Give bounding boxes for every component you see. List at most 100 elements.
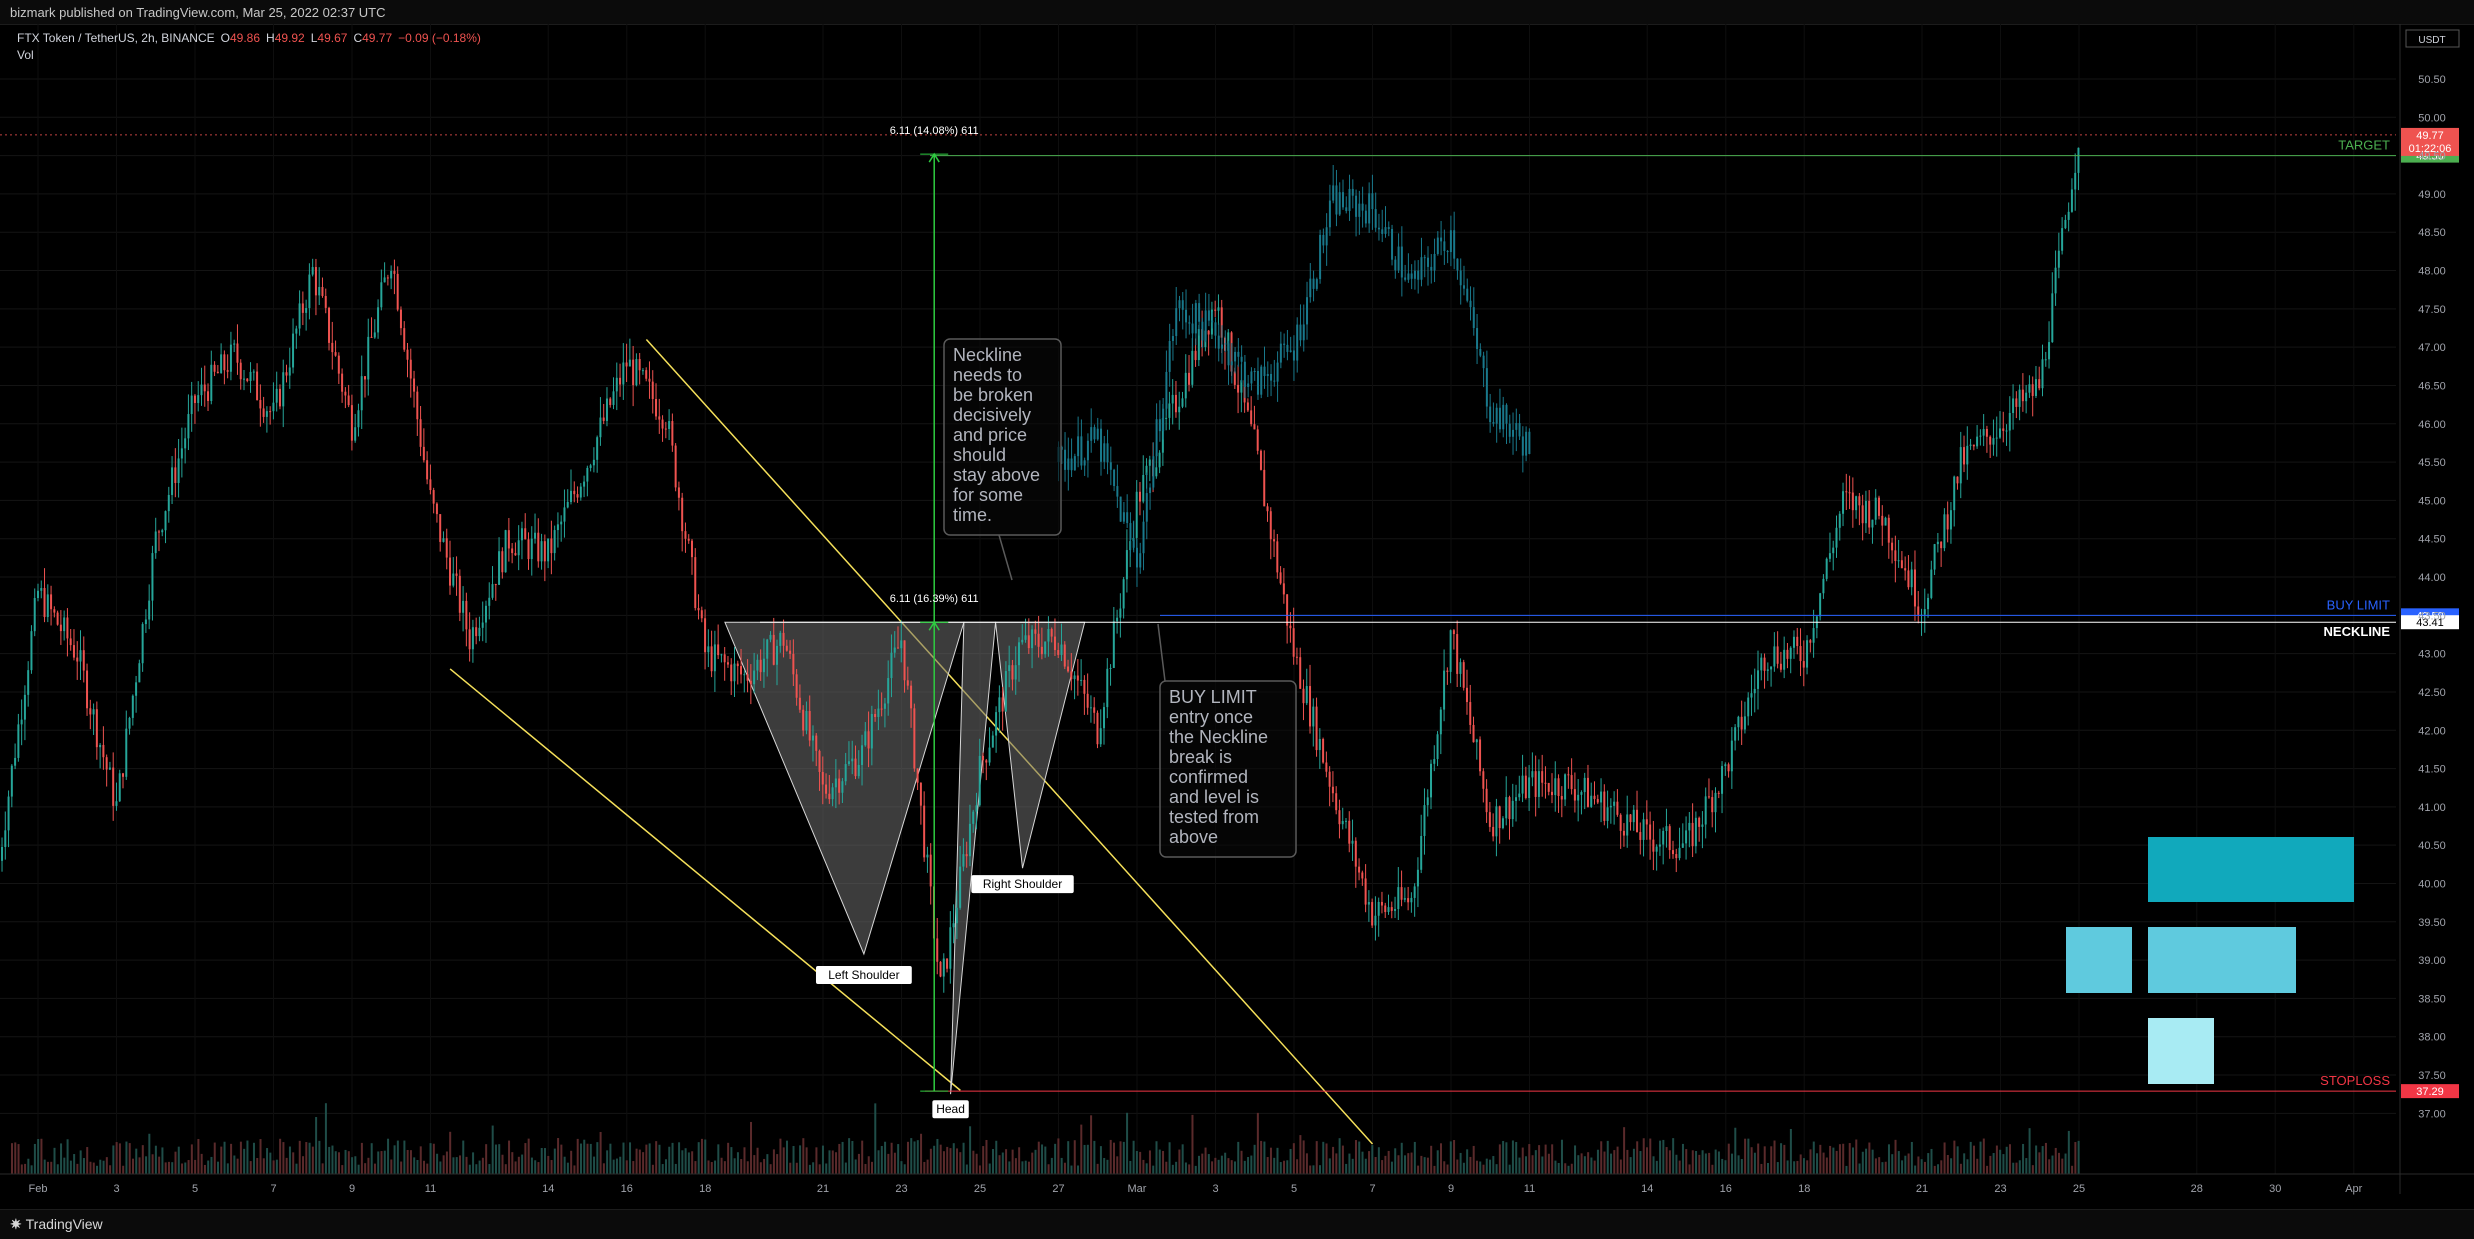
volume-bar <box>831 1150 834 1174</box>
highlight-candle-body <box>1325 227 1328 246</box>
volume-bar <box>1701 1150 1704 1174</box>
candle-body <box>422 446 425 461</box>
candle-body <box>628 359 631 367</box>
candle-body <box>1590 795 1593 807</box>
candle-body <box>1753 688 1756 694</box>
volume-bar <box>145 1156 148 1174</box>
volume-bar <box>1018 1147 1021 1174</box>
price-axis[interactable]: 50.5050.0049.5049.0048.5048.0047.5047.00… <box>2399 24 2460 1194</box>
price-chart[interactable]: Left Shoulder Head Right Shoulder TARGET 49… <box>0 24 2474 1209</box>
candle-body <box>713 644 716 672</box>
highlight-candle-body <box>1286 344 1289 352</box>
candle-body <box>661 419 664 429</box>
volume-bar <box>746 1161 749 1174</box>
candle-body <box>1511 800 1514 820</box>
candle-body <box>1685 830 1688 844</box>
volume-bar <box>1368 1151 1371 1174</box>
volume-bar <box>861 1140 864 1174</box>
candle-body <box>432 490 435 504</box>
volume-bar <box>1662 1139 1665 1174</box>
volume-bar <box>478 1160 481 1174</box>
volume-bar <box>1171 1164 1174 1174</box>
candle-body <box>802 709 805 731</box>
candle-body <box>720 654 723 656</box>
volume-bar <box>1508 1164 1511 1174</box>
volume-bar <box>1256 1112 1259 1174</box>
highlight-candle-body <box>1502 404 1505 430</box>
volume-bar <box>1155 1141 1158 1174</box>
volume-bar <box>596 1142 599 1174</box>
time-axis[interactable]: Feb 3 5 7 9 11 14 16 18 21 23 25 27 Mar 3 5 7 9 11 14 16 18 21… <box>0 1173 2474 1195</box>
highlight-candle-body <box>1080 436 1083 466</box>
candle-body <box>700 610 703 619</box>
volume-bar <box>1319 1165 1321 1174</box>
candle-body <box>138 663 141 683</box>
volume-bar <box>1910 1141 1913 1174</box>
candle-body <box>2057 250 2060 268</box>
highlight-candle-body <box>1351 188 1354 196</box>
volume-bar <box>494 1144 497 1174</box>
candle-body <box>1142 474 1145 502</box>
volume-bar <box>1502 1140 1505 1174</box>
volume-bar <box>1675 1154 1678 1174</box>
volume-bar <box>1322 1141 1325 1174</box>
highlight-candle-body <box>1175 308 1178 337</box>
volume-bar <box>1371 1145 1374 1174</box>
volume-bar <box>1865 1148 1868 1174</box>
candle-body <box>1985 428 1988 437</box>
volume-bar <box>1835 1150 1838 1174</box>
candle-body <box>1923 609 1926 615</box>
candle-body <box>851 758 854 762</box>
candle-body <box>1103 707 1106 729</box>
volume-bar <box>230 1143 233 1174</box>
highlight-candle-body <box>1476 328 1479 349</box>
volume-bar <box>1374 1157 1377 1174</box>
candle-body <box>1443 670 1446 710</box>
volume-bar <box>60 1143 63 1174</box>
volume-bar <box>1812 1141 1815 1174</box>
candle-body <box>1927 597 1930 610</box>
price-tick-label: 42.50 <box>2418 687 2446 699</box>
highlight-candle-body <box>1256 370 1259 395</box>
volume-bar <box>1420 1155 1423 1174</box>
candle-body <box>1910 569 1913 588</box>
volume-bar <box>978 1165 981 1174</box>
candle-body <box>1037 633 1040 647</box>
highlight-candle-body <box>1122 512 1125 522</box>
candle-body <box>1737 716 1740 728</box>
highlight-candle-body <box>1371 193 1374 210</box>
highlight-candle-body <box>1306 297 1309 325</box>
buy-limit-note-line: above <box>1169 827 1218 847</box>
candle-body <box>864 731 867 746</box>
volume-bar <box>828 1150 831 1174</box>
candle-body <box>370 336 373 338</box>
candle-body <box>14 757 17 766</box>
candle-body <box>243 378 245 380</box>
candle-body <box>455 573 458 576</box>
candle-body <box>998 697 1001 713</box>
volume-bar <box>1619 1159 1622 1174</box>
candle-body <box>1547 782 1550 792</box>
tradingview-logo[interactable]: ✷ TradingView <box>10 1216 103 1233</box>
volume-bar <box>1024 1160 1027 1174</box>
candle-body <box>1017 642 1020 666</box>
candle-body <box>821 771 824 785</box>
candle-body <box>1325 762 1328 772</box>
volume-bar <box>1871 1149 1874 1174</box>
grid-lines <box>0 24 2396 1174</box>
svg-text:FTX Token / TetherUS, 2h, BINA: FTX Token / TetherUS, 2h, BINANCE O49.86 H… <box>17 31 481 45</box>
volume-bar <box>893 1152 896 1174</box>
countdown-timer: 01:22:06 <box>2409 143 2452 155</box>
time-tick-label: 3 <box>1212 1183 1218 1195</box>
highlight-candle-body <box>1397 246 1400 271</box>
volume-bar <box>1495 1164 1498 1174</box>
candle-body <box>1848 492 1851 494</box>
candle-body <box>321 287 324 296</box>
volume-bar <box>1063 1162 1066 1174</box>
volume-bar <box>1116 1156 1119 1174</box>
candle-body <box>1982 428 1985 436</box>
volume-bar <box>1874 1158 1877 1174</box>
candle-body <box>311 267 314 275</box>
